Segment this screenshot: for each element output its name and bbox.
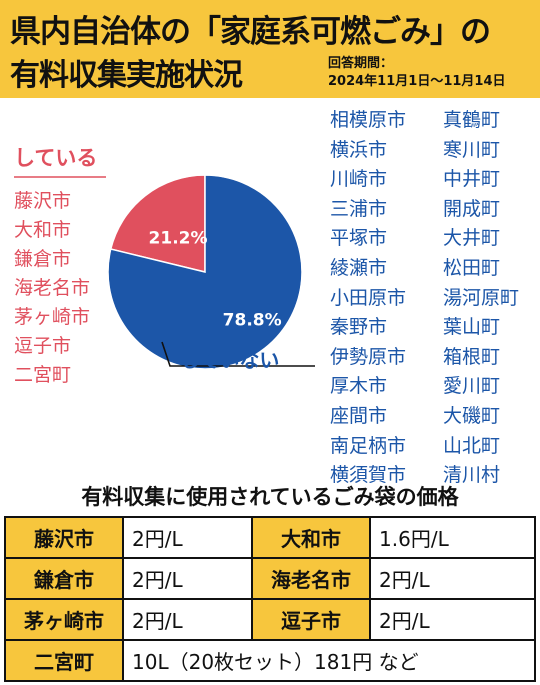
- list-item: 清川村: [443, 464, 501, 487]
- pie-chart: 21.2% 78.8%: [14, 174, 315, 370]
- leader-line-notdoing: [161, 341, 315, 367]
- list-item: 愛川町: [443, 375, 501, 398]
- list-item: 平塚市: [330, 227, 388, 250]
- price-cell: 2円/L: [369, 598, 536, 641]
- city-cell: 藤沢市: [4, 516, 124, 559]
- page-title: 県内自治体の「家庭系可燃ごみ」の: [10, 14, 491, 50]
- list-item: 葉山町: [443, 316, 501, 339]
- list-item: 秦野市: [330, 316, 388, 339]
- pie-outline: [107, 174, 303, 370]
- list-item: 逗子市: [14, 335, 72, 357]
- list-item: 藤沢市: [14, 190, 72, 212]
- list-item: 寒川町: [443, 138, 501, 161]
- city-cell: 茅ヶ崎市: [4, 598, 124, 641]
- list-item: 座間市: [330, 404, 388, 427]
- legend-doing: している: [14, 146, 98, 170]
- pie-label-notdoing: 78.8%: [223, 310, 282, 330]
- price-table-title: 有料収集に使用されているごみ袋の価格: [81, 485, 459, 509]
- city-cell: 二宮町: [4, 639, 124, 682]
- list-item: 中井町: [443, 168, 501, 191]
- header: 県内自治体の「家庭系可燃ごみ」の 有料収集実施状況 回答期間： 2024年11月…: [0, 0, 540, 98]
- list-item: 大井町: [443, 227, 501, 250]
- list-item: 三浦市: [330, 197, 388, 220]
- list-item: 海老名市: [14, 277, 91, 299]
- list-item: 横須賀市: [330, 464, 407, 487]
- list-item: 茅ヶ崎市: [14, 306, 91, 328]
- list-item: 川崎市: [330, 168, 388, 191]
- price-cell: 2円/L: [369, 557, 536, 600]
- period-label: 回答期間：: [328, 56, 394, 71]
- city-cell: 海老名市: [251, 557, 372, 600]
- table-row: 二宮町 10L（20枚セット）181円 など: [4, 639, 536, 682]
- list-item: 横浜市: [330, 138, 388, 161]
- price-table: 藤沢市 2円/L 大和市 1.6円/L 鎌倉市 2円/L 海老名市 2円/L 茅…: [4, 516, 536, 682]
- notdoing-city-list-2: 真鶴町 寒川町 中井町 開成町 大井町 松田町 湯河原町 葉山町 箱根町 愛川町…: [443, 106, 519, 491]
- list-item: 大磯町: [443, 404, 501, 427]
- legend-notdoing: していない: [180, 348, 280, 372]
- list-item: 厚木市: [330, 375, 388, 398]
- list-item: 大和市: [14, 219, 72, 241]
- list-item: 箱根町: [443, 345, 501, 368]
- price-cell: 10L（20枚セット）181円 など: [122, 639, 536, 682]
- list-item: 相模原市: [330, 109, 407, 131]
- city-cell: 逗子市: [251, 598, 372, 641]
- list-item: 山北町: [443, 434, 501, 457]
- notdoing-city-list-1: 相模原市 横浜市 川崎市 三浦市 平塚市 綾瀬市 小田原市 秦野市 伊勢原市 厚…: [330, 106, 406, 491]
- price-cell: 2円/L: [121, 598, 254, 641]
- city-cell: 鎌倉市: [4, 557, 124, 600]
- period-value: 2024年11月1日～11月14日: [328, 74, 506, 89]
- list-item: 伊勢原市: [330, 345, 407, 368]
- list-item: 二宮町: [14, 364, 72, 386]
- table-row: 鎌倉市 2円/L 海老名市 2円/L: [4, 557, 536, 600]
- list-item: 鎌倉市: [14, 248, 72, 270]
- table-row: 茅ヶ崎市 2円/L 逗子市 2円/L: [4, 598, 536, 641]
- list-item: 真鶴町: [443, 109, 501, 131]
- price-cell: 1.6円/L: [369, 516, 536, 559]
- table-row: 藤沢市 2円/L 大和市 1.6円/L: [4, 516, 536, 559]
- list-item: 南足柄市: [330, 434, 407, 457]
- list-item: 湯河原町: [443, 286, 520, 309]
- list-item: 小田原市: [330, 286, 407, 309]
- list-item: 松田町: [443, 256, 501, 279]
- pie-label-doing: 21.2%: [149, 229, 208, 249]
- list-item: 綾瀬市: [330, 256, 388, 279]
- price-cell: 2円/L: [121, 516, 254, 559]
- doing-city-list: 藤沢市 大和市 鎌倉市 海老名市 茅ヶ崎市 逗子市 二宮町: [14, 187, 90, 390]
- price-cell: 2円/L: [121, 557, 254, 600]
- city-cell: 大和市: [251, 516, 372, 559]
- page-subtitle: 有料収集実施状況: [10, 58, 243, 93]
- list-item: 開成町: [443, 197, 501, 220]
